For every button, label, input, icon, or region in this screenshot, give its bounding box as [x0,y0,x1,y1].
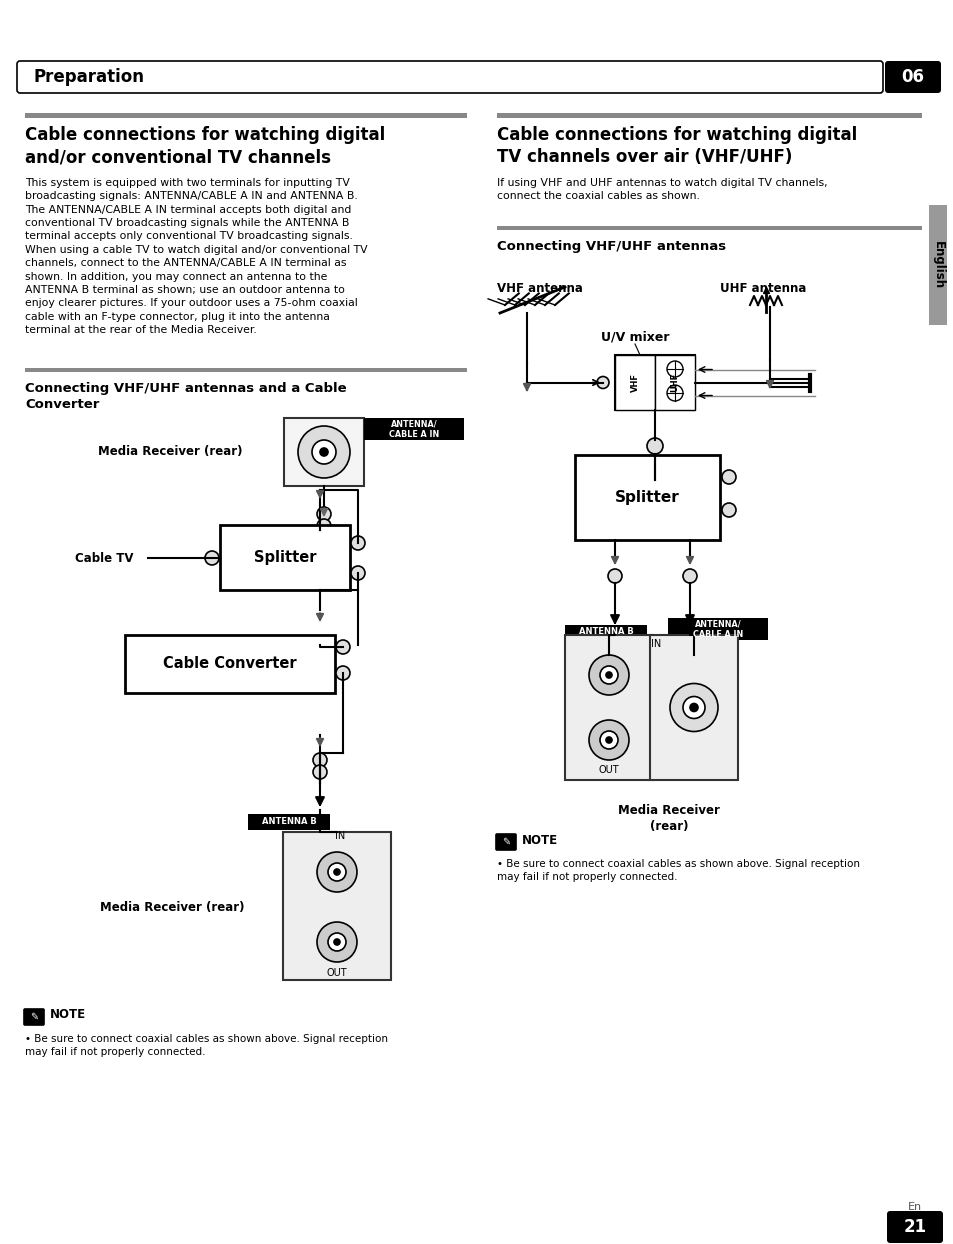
Circle shape [599,731,618,749]
Bar [615,355,695,411]
Circle shape [588,720,628,760]
Circle shape [328,933,346,950]
Text: Splitter: Splitter [253,550,315,565]
Text: 21: 21 [902,1218,925,1237]
FancyBboxPatch shape [886,1210,942,1243]
Circle shape [607,569,621,583]
Bar [497,113,921,118]
Text: UHF: UHF [670,373,679,392]
Text: Preparation: Preparation [34,68,145,86]
Circle shape [646,438,662,454]
FancyBboxPatch shape [17,61,882,93]
FancyBboxPatch shape [884,61,940,93]
Text: Media Receiver (rear): Media Receiver (rear) [97,445,242,459]
Circle shape [682,569,697,583]
Circle shape [312,440,335,464]
Circle shape [351,536,365,550]
Circle shape [328,863,346,881]
Circle shape [351,566,365,580]
Circle shape [605,736,612,743]
Circle shape [319,448,328,457]
Bar [649,634,738,780]
Text: IN: IN [650,639,660,649]
Circle shape [334,870,339,875]
Bar [655,355,695,411]
Bar [667,618,767,639]
Text: If using VHF and UHF antennas to watch digital TV channels,
connect the coaxial : If using VHF and UHF antennas to watch d… [497,178,827,202]
Circle shape [316,519,331,532]
Text: NOTE: NOTE [521,833,558,846]
Text: ANTENNA B: ANTENNA B [578,627,633,637]
Circle shape [335,666,350,680]
Bar [125,634,335,693]
Text: VHF: VHF [630,373,639,392]
Text: Connecting VHF/UHF antennas: Connecting VHF/UHF antennas [497,240,725,253]
Bar [564,634,652,780]
Bar [284,418,364,486]
FancyBboxPatch shape [24,1009,44,1025]
Bar [25,113,467,118]
Text: Cable TV: Cable TV [75,551,133,565]
Text: ✎: ✎ [30,1013,38,1023]
Text: OUT: OUT [598,765,618,775]
Circle shape [597,377,608,388]
Circle shape [334,939,339,945]
Circle shape [316,852,356,892]
Circle shape [599,666,618,684]
Circle shape [666,361,682,377]
Bar [564,624,646,639]
Text: Splitter: Splitter [615,490,679,505]
Text: U/V mixer: U/V mixer [600,330,669,343]
Text: Media Receiver
(rear): Media Receiver (rear) [618,804,720,833]
Circle shape [666,384,682,401]
Circle shape [316,508,331,521]
Text: VHF antenna: VHF antenna [497,282,582,295]
Text: Cable Converter: Cable Converter [163,657,296,672]
Text: This system is equipped with two terminals for inputting TV
broadcasting signals: This system is equipped with two termina… [25,178,367,335]
Text: En: En [907,1202,922,1212]
Bar [283,832,391,980]
Bar [248,814,330,830]
Bar [575,455,720,540]
Text: • Be sure to connect coaxial cables as shown above. Signal reception
may fail if: • Be sure to connect coaxial cables as s… [497,860,859,882]
Bar [615,355,655,411]
Circle shape [313,765,327,779]
Text: ANTENNA B: ANTENNA B [261,817,316,826]
Bar [928,205,946,325]
Circle shape [205,551,219,565]
Circle shape [588,656,628,695]
Text: • Be sure to connect coaxial cables as shown above. Signal reception
may fail if: • Be sure to connect coaxial cables as s… [25,1034,388,1057]
Text: Cable connections for watching digital: Cable connections for watching digital [497,126,857,144]
Circle shape [316,922,356,962]
Circle shape [721,470,735,484]
Bar [25,368,467,372]
FancyBboxPatch shape [496,833,516,850]
Text: English: English [930,241,943,289]
Text: ✎: ✎ [501,837,510,847]
Bar [364,418,463,440]
Circle shape [605,672,612,678]
Circle shape [689,704,698,712]
Text: 06: 06 [901,68,923,86]
Text: ANTENNA/
CABLE A IN: ANTENNA/ CABLE A IN [389,419,438,439]
Bar [497,226,921,230]
Text: Media Receiver (rear): Media Receiver (rear) [100,902,244,914]
Text: IN: IN [335,831,345,841]
Text: NOTE: NOTE [50,1009,86,1021]
Text: Connecting VHF/UHF antennas and a Cable
Converter: Connecting VHF/UHF antennas and a Cable … [25,382,346,411]
Circle shape [682,697,704,719]
Text: Cable connections for watching digital: Cable connections for watching digital [25,126,385,144]
Circle shape [721,503,735,518]
Text: ANTENNA/
CABLE A IN: ANTENNA/ CABLE A IN [692,620,742,638]
Text: UHF antenna: UHF antenna [720,282,805,295]
Circle shape [669,683,718,731]
Bar [220,525,350,590]
Circle shape [335,639,350,654]
Circle shape [297,425,350,478]
Text: and/or conventional TV channels: and/or conventional TV channels [25,148,331,165]
Text: OUT: OUT [326,968,347,978]
Circle shape [313,753,327,768]
Text: TV channels over air (VHF/UHF): TV channels over air (VHF/UHF) [497,148,792,165]
